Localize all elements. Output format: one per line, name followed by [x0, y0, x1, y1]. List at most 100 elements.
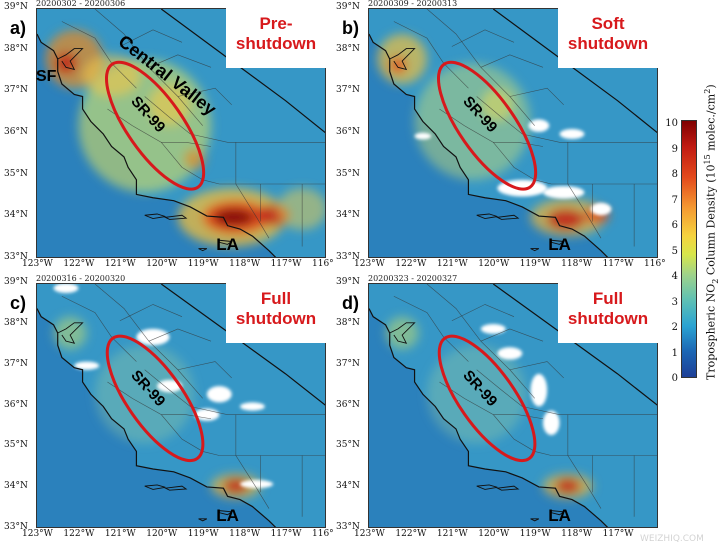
- island-outline: [495, 214, 520, 220]
- lat-tick-label: 35°N: [336, 440, 360, 451]
- lat-tick-label: 35°N: [4, 168, 28, 179]
- panel-title-line: shutdown: [235, 34, 317, 53]
- lat-tick-label: 39°N: [4, 2, 28, 12]
- lat-tick-label: 34°N: [336, 481, 360, 492]
- no2-hotspot: [213, 208, 255, 227]
- county-boundary: [119, 304, 183, 322]
- lon-tick-label: 119°W: [519, 529, 551, 539]
- lat-tick-label: 38°N: [336, 43, 360, 54]
- central-valley-ellipse: [437, 334, 537, 463]
- panel-letter: b): [342, 18, 359, 38]
- colorbar-tick-label: 6: [671, 220, 678, 231]
- panel-date-range: 20200323 - 20200327: [368, 274, 458, 283]
- island-outline: [476, 484, 498, 490]
- coastline: [37, 308, 277, 527]
- island-outline: [530, 248, 540, 252]
- place-label-la: LA: [216, 505, 239, 525]
- island-outline: [163, 485, 188, 491]
- panel-date-range: 20200316 - 20200320: [36, 274, 126, 283]
- lon-tick-label: 122°W: [63, 529, 95, 539]
- state-border: [160, 284, 325, 406]
- lon-tick-label: 118°W: [229, 529, 261, 539]
- lat-tick-label: 37°N: [4, 358, 28, 369]
- state-border: [492, 284, 657, 406]
- island-outline: [495, 485, 520, 491]
- county-boundary: [493, 142, 544, 147]
- lat-tick-label: 34°N: [336, 210, 360, 221]
- lat-tick-label: 36°N: [336, 127, 360, 137]
- no2-hotspot: [55, 52, 77, 74]
- county-boundary: [480, 54, 544, 68]
- panel-title-line: Full: [260, 289, 292, 308]
- lon-tick-label: 118°W: [561, 259, 593, 269]
- county-boundary: [509, 361, 564, 379]
- lon-tick-label: 122°W: [63, 259, 95, 269]
- lon-tick-label: 123°W: [22, 259, 53, 269]
- island-outline: [218, 239, 233, 245]
- no2-hotspot: [82, 54, 141, 97]
- county-boundary: [107, 381, 220, 456]
- colorbar-tick-label: 9: [671, 143, 678, 155]
- county-boundary: [509, 87, 564, 106]
- no-data-mask: [74, 361, 100, 370]
- panel-title: Full shutdown: [558, 283, 658, 343]
- panel-letter: a): [10, 18, 27, 38]
- county-boundary: [161, 142, 212, 147]
- panel-title: Pre-shutdown: [226, 8, 326, 68]
- panel-title-line: shutdown: [567, 34, 649, 53]
- lon-tick-label: 116°: [644, 259, 666, 269]
- county-boundary: [439, 381, 552, 456]
- watermark: WEIZHIQ.COM: [640, 534, 704, 544]
- colorbar-tick-label: 2: [671, 322, 678, 333]
- lon-tick-label: 123°W: [22, 529, 53, 539]
- colorbar-label: Tropospheric NO2 Column Density (1015 mo…: [703, 84, 720, 380]
- county-boundary: [480, 328, 544, 342]
- no2-hotspots: [45, 29, 325, 247]
- no2-hotspot: [547, 209, 585, 230]
- lon-tick-label: 123°W: [354, 529, 385, 539]
- bay-outline: [389, 48, 416, 71]
- lon-tick-label: 117°W: [602, 529, 634, 539]
- lat-tick-label: 37°N: [4, 85, 28, 96]
- colorbar: [681, 120, 697, 378]
- island-outline: [476, 213, 498, 220]
- county-boundary: [148, 54, 212, 68]
- panel-title-line: Full: [592, 289, 624, 308]
- county-boundary: [567, 142, 602, 239]
- no-data-mask: [206, 386, 232, 403]
- no-data-mask: [157, 379, 182, 393]
- island-outline: [198, 248, 208, 252]
- lon-tick-label: 121°W: [104, 529, 136, 539]
- island-outline: [530, 518, 540, 522]
- no2-map-svg: [37, 9, 325, 257]
- no-data-mask: [240, 480, 274, 489]
- county-boundary: [493, 414, 544, 420]
- county-boundary: [451, 29, 515, 47]
- county-boundary: [144, 369, 325, 415]
- county-boundary: [439, 108, 552, 185]
- island-outline: [198, 518, 208, 522]
- county-boundary: [177, 87, 232, 106]
- no-data-mask: [53, 284, 79, 293]
- lat-tick-label: 39°N: [336, 277, 360, 287]
- colorbar-tick-label: 8: [671, 169, 678, 180]
- colorbar-tick-label: 0: [671, 373, 678, 384]
- county-boundary: [476, 369, 657, 415]
- colorbar-tick-label: 5: [671, 245, 678, 257]
- lon-tick-label: 122°W: [395, 529, 427, 539]
- place-label-la: LA: [548, 505, 571, 525]
- no2-hotspot: [555, 478, 581, 494]
- island-outline: [550, 510, 565, 516]
- lon-tick-label: 120°W: [478, 259, 510, 269]
- island-outline: [550, 239, 565, 245]
- lon-tick-label: 116°: [312, 259, 334, 269]
- no-data-mask: [543, 186, 585, 199]
- colorbar-tick-label: 10: [665, 118, 678, 129]
- no-data-mask: [136, 328, 170, 346]
- lat-tick-label: 37°N: [336, 358, 360, 369]
- lat-tick-label: 39°N: [336, 2, 360, 12]
- lon-tick-label: 121°W: [436, 529, 468, 539]
- panel-title-line: Pre-: [259, 14, 293, 33]
- lat-tick-label: 36°N: [336, 399, 360, 410]
- no-data-mask: [497, 347, 523, 360]
